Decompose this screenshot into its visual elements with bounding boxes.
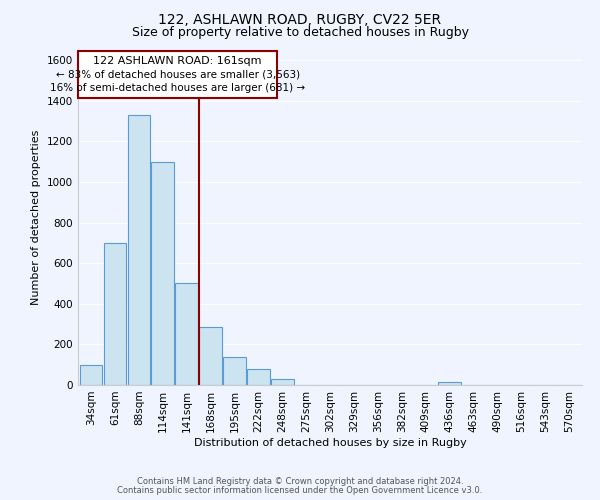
Text: Contains public sector information licensed under the Open Government Licence v3: Contains public sector information licen… (118, 486, 482, 495)
Y-axis label: Number of detached properties: Number of detached properties (31, 130, 41, 305)
Bar (128, 115, 150, 385)
Bar (104, 243, 127, 385)
Bar (80, 364, 103, 385)
Bar (271, 379, 293, 385)
X-axis label: Distribution of detached houses by size in Rugby: Distribution of detached houses by size … (194, 438, 466, 448)
Text: 122 ASHLAWN ROAD: 161sqm: 122 ASHLAWN ROAD: 161sqm (94, 56, 262, 66)
FancyBboxPatch shape (78, 51, 277, 98)
Bar (199, 327, 222, 385)
Text: 16% of semi-detached houses are larger (681) →: 16% of semi-detached houses are larger (… (50, 83, 305, 93)
Text: ← 83% of detached houses are smaller (3,563): ← 83% of detached houses are smaller (3,… (56, 70, 300, 80)
Bar (438, 382, 461, 385)
Bar (151, 162, 174, 385)
Bar (175, 284, 198, 385)
Bar (223, 356, 246, 385)
Text: 122, ASHLAWN ROAD, RUGBY, CV22 5ER: 122, ASHLAWN ROAD, RUGBY, CV22 5ER (158, 12, 442, 26)
Text: Size of property relative to detached houses in Rugby: Size of property relative to detached ho… (131, 26, 469, 39)
Bar (247, 369, 269, 385)
Text: Contains HM Land Registry data © Crown copyright and database right 2024.: Contains HM Land Registry data © Crown c… (137, 477, 463, 486)
